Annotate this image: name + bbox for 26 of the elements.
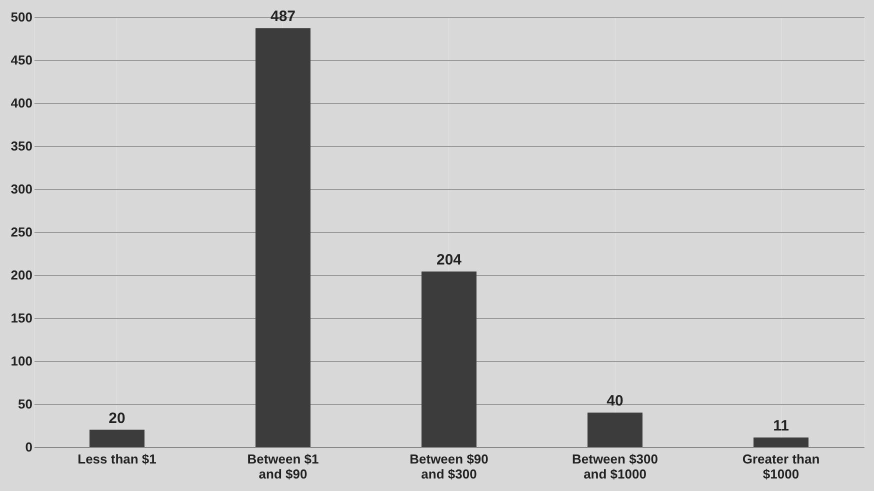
bar	[256, 28, 310, 447]
y-tick-label: 100	[10, 354, 32, 368]
x-tick-label: Between $90 and $300	[410, 452, 488, 482]
bar	[588, 412, 642, 447]
x-tick-label: Between $1 and $90	[247, 452, 319, 482]
x-tick-label: Less than $1	[78, 452, 156, 466]
data-label: 11	[773, 418, 789, 435]
y-tick-label: 50	[18, 396, 32, 412]
bar	[754, 438, 808, 447]
data-label: 40	[606, 392, 624, 410]
bar	[422, 272, 476, 447]
y-tick-label: 250	[10, 224, 32, 240]
y-tick-label: 500	[10, 10, 32, 24]
data-label: 20	[108, 410, 126, 427]
y-tick-label: 350	[10, 138, 32, 154]
y-tick-label: 300	[10, 182, 32, 196]
y-tick-label: 400	[10, 96, 32, 110]
y-tick-label: 150	[10, 310, 32, 326]
data-label: 204	[436, 252, 462, 269]
y-tick-label: 450	[10, 52, 32, 68]
y-tick-label: 200	[10, 268, 32, 282]
bar	[90, 430, 144, 447]
x-tick-label: Greater than $1000	[742, 452, 820, 482]
x-tick-label: Between $300 and $1000	[572, 452, 658, 482]
y-tick-label: 0	[25, 440, 32, 454]
data-label: 487	[270, 8, 296, 26]
